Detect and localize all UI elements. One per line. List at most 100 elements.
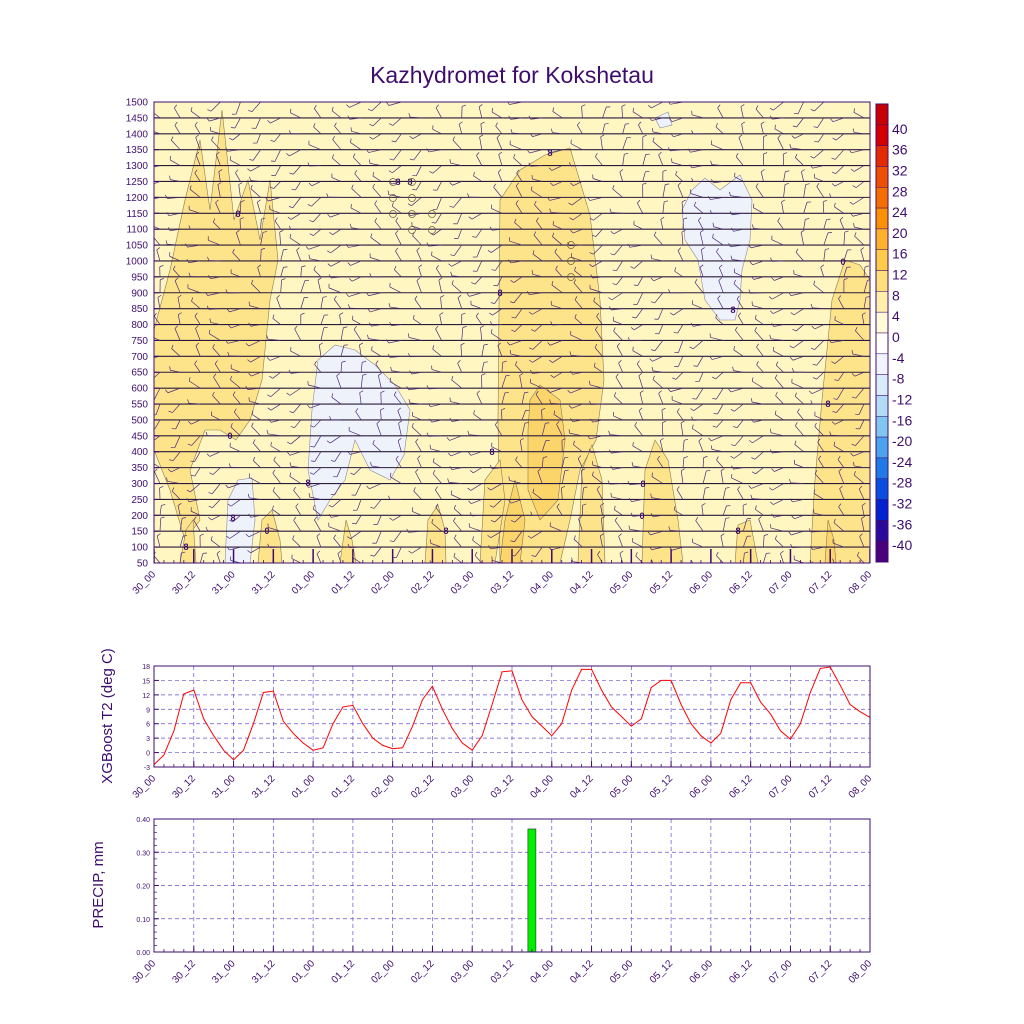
wind-barb: [556, 506, 563, 516]
wind-barb: [813, 284, 824, 294]
wind-barb-flag: [488, 312, 493, 316]
wind-barb: [213, 376, 221, 389]
wind-barb: [481, 344, 485, 357]
wind-barb-flag: [839, 216, 844, 221]
wind-barb: [212, 347, 221, 357]
wind-barb-flag: [169, 175, 171, 180]
y-tick-label: 350: [131, 463, 148, 474]
wind-barb-flag: [683, 456, 688, 459]
wind-barb-flag: [329, 416, 332, 421]
wind-barb-flag: [261, 217, 266, 220]
wind-barb-flag: [788, 292, 792, 296]
wind-barb-flag: [667, 388, 671, 392]
wind-barb: [430, 403, 442, 408]
wind-barb: [457, 229, 463, 239]
wind-barb: [415, 165, 422, 176]
y-tick-label: 500: [131, 415, 148, 426]
x-tick-label: 30_00: [131, 773, 159, 801]
wind-barb: [731, 212, 744, 216]
colorbar-label: 36: [892, 142, 908, 158]
wind-barb-flag: [174, 277, 179, 282]
wind-barb-flag: [354, 170, 357, 174]
y-tick-label: 800: [131, 320, 148, 331]
wind-barb: [313, 126, 322, 135]
wind-barb: [470, 483, 483, 491]
wind-barb-flag: [187, 399, 190, 404]
wind-barb: [770, 527, 784, 532]
y-tick-label: 12: [142, 693, 150, 700]
wind-barb: [456, 213, 463, 225]
wind-barb-flag: [323, 326, 328, 329]
wind-barb: [509, 480, 523, 484]
wind-barb-flag: [600, 533, 604, 537]
wind-barb-flag: [742, 503, 747, 506]
wind-barb-flag: [389, 517, 393, 521]
wind-barb: [179, 535, 184, 548]
wind-barb-flag: [327, 250, 331, 254]
wind-barb-flag: [692, 398, 697, 400]
wind-barb-flag: [326, 193, 329, 198]
contour-label: 8: [395, 177, 400, 187]
wind-barb: [730, 387, 744, 393]
wind-barb-flag: [751, 471, 756, 475]
wind-barb: [411, 197, 422, 206]
wind-barb-flag: [628, 525, 631, 530]
wind-barb: [722, 488, 726, 500]
contour-label: 0: [227, 431, 232, 441]
wind-barb-flag: [716, 456, 719, 461]
y-tick-label: 0.10: [136, 917, 150, 924]
colorbar-swatch: [875, 436, 889, 459]
wind-barb: [596, 489, 603, 500]
wind-barb: [552, 111, 563, 119]
wind-barb-flag: [792, 125, 797, 128]
wind-barb: [250, 188, 261, 198]
wind-barb-flag: [480, 325, 485, 328]
x-tick-label: 31_12: [250, 773, 278, 801]
wind-barb: [573, 444, 583, 452]
wind-barb-flag: [228, 463, 231, 468]
wind-barb: [636, 363, 644, 373]
wind-barb: [174, 435, 181, 448]
wind-barb-flag: [208, 492, 213, 495]
wind-barb-flag: [758, 516, 762, 520]
wind-barb: [272, 318, 281, 325]
precip-bars: [527, 828, 537, 953]
wind-barb-flag: [314, 88, 316, 91]
wind-barb: [229, 530, 241, 539]
wind-barb: [755, 186, 764, 198]
wind-barb-flag: [339, 312, 344, 315]
wind-barb-flag: [712, 376, 716, 380]
wind-barb: [392, 515, 402, 521]
wind-barb: [397, 440, 402, 452]
wind-barb: [521, 410, 526, 421]
wind-barb: [473, 467, 483, 474]
wind-barb: [270, 403, 281, 411]
wind-barb-flag: [195, 151, 200, 156]
wind-barb-flag: [587, 435, 591, 440]
wind-barb: [469, 526, 482, 532]
colorbar-swatch: [875, 270, 889, 292]
x-tick-label: 05_00: [608, 569, 636, 597]
wind-barb: [417, 458, 422, 468]
wind-barb: [390, 476, 402, 484]
wind-barb-flag: [475, 88, 477, 91]
wind-barb: [795, 324, 804, 332]
wind-barb-flag: [487, 487, 491, 491]
wind-barb: [351, 227, 362, 230]
wind-barb-flag: [618, 360, 622, 364]
contour-label: 8: [730, 305, 735, 315]
wind-barb: [159, 518, 162, 532]
y-tick-label: 15: [142, 678, 150, 685]
wind-barb: [173, 107, 181, 119]
wind-barb: [594, 366, 603, 373]
colorbar-swatch: [875, 457, 889, 479]
wind-barb-flag: [710, 160, 713, 165]
colorbar-label: 40: [892, 121, 908, 137]
wind-barb: [268, 197, 281, 202]
wind-barb-flag: [789, 357, 794, 361]
wind-barb: [314, 519, 322, 532]
wind-barb: [461, 102, 463, 103]
wind-barb: [274, 133, 281, 142]
wind-barb: [457, 362, 463, 373]
wind-barb: [733, 283, 744, 294]
